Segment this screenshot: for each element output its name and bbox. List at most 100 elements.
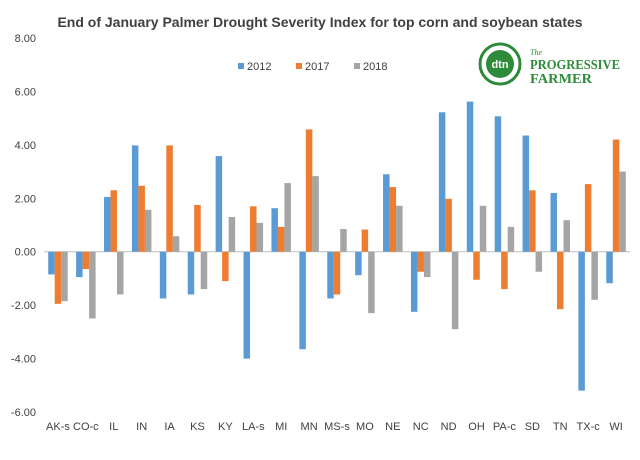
chart-title: End of January Palmer Drought Severity I…	[57, 14, 582, 30]
dtn-logo-mark: dtn	[491, 59, 508, 71]
legend-label: 2017	[305, 61, 329, 73]
bar-2017-KS	[194, 204, 201, 252]
bar-2018-AK-s	[61, 251, 68, 302]
bar-2017-MN	[305, 129, 313, 252]
bar-2017-SD	[529, 190, 536, 252]
bar-2018-IA	[172, 236, 180, 252]
bar-2017-NE	[389, 187, 397, 252]
bar-2018-LA-s	[256, 222, 264, 252]
x-tick-label: MN	[301, 421, 318, 433]
bar-2012-MN	[299, 251, 306, 350]
bar-2017-ND	[445, 198, 452, 252]
bar-2012-MI	[271, 208, 278, 252]
bar-2012-LA-s	[243, 251, 251, 359]
y-tick-label: -4.00	[11, 354, 36, 366]
x-tick-label: MS-s	[324, 421, 350, 433]
x-tick-label: ND	[441, 421, 457, 433]
y-tick-label: -6.00	[11, 407, 36, 419]
x-tick-label: CO-c	[73, 421, 99, 433]
bar-2012-TN	[550, 192, 557, 252]
bar-2012-MS-s	[327, 251, 334, 299]
bar-2017-OH	[473, 251, 480, 280]
bar-2012-MO	[355, 251, 362, 276]
x-tick-label: SD	[525, 421, 540, 433]
bar-2018-TX-c	[591, 251, 598, 300]
bar-2012-NC	[410, 251, 418, 312]
bar-2017-IL	[110, 190, 118, 252]
bar-2018-MI	[284, 183, 291, 252]
bar-2012-KY	[215, 156, 223, 252]
y-tick-label: 4.00	[15, 140, 36, 152]
bar-2017-NC	[417, 251, 424, 272]
bar-2018-IL	[117, 251, 124, 295]
bar-2017-MO	[361, 229, 369, 252]
bar-2018-WI	[619, 171, 626, 252]
bar-2012-WI	[606, 251, 613, 284]
x-tick-label: WI	[609, 421, 622, 433]
bar-2012-ND	[438, 112, 446, 252]
bar-2012-IA	[159, 251, 167, 299]
x-tick-label: NC	[413, 421, 429, 433]
bar-2012-SD	[522, 135, 530, 252]
x-tick-label: IN	[136, 421, 147, 433]
bar-2012-NE	[383, 174, 390, 252]
bar-2018-TN	[563, 220, 570, 252]
bar-2012-AK-s	[48, 251, 55, 275]
x-tick-label: PA-c	[493, 421, 517, 433]
x-tick-label: NE	[385, 421, 400, 433]
y-tick-label: 0.00	[15, 247, 36, 259]
bar-2017-IA	[166, 145, 173, 252]
bar-2017-AK-s	[54, 251, 62, 304]
bar-2018-KY	[228, 216, 236, 252]
bar-2018-KS	[200, 251, 208, 290]
axis-layer: -6.00 -4.00 -2.00 0.00 2.00 4.00 6.00 8.00 AK-s C…	[11, 33, 630, 433]
y-tick-label: 8.00	[15, 33, 36, 45]
bar-2018-MS-s	[340, 229, 347, 252]
bar-2012-CO-c	[76, 251, 83, 278]
bar-2018-NE	[396, 205, 403, 252]
bar-2017-TN	[556, 251, 564, 310]
bar-2012-PA-c	[494, 116, 502, 252]
y-tick-label: 6.00	[15, 86, 36, 98]
bar-2018-OH	[479, 205, 487, 252]
bar-2018-IN	[144, 209, 152, 252]
bar-2018-SD	[535, 251, 543, 272]
bar-2018-MO	[368, 251, 375, 314]
bar-2018-ND	[451, 251, 459, 330]
x-tick-label: OH	[468, 421, 485, 433]
logo-line2: PROGRESSIVE	[530, 58, 620, 73]
bar-2012-TX-c	[578, 251, 585, 391]
bar-2018-NC	[423, 251, 431, 278]
bar-2017-KY	[222, 251, 229, 282]
y-tick-label: -2.00	[11, 300, 36, 312]
x-tick-label: MO	[356, 421, 374, 433]
x-tick-label: KY	[218, 421, 233, 433]
bar-2012-OH	[466, 101, 474, 252]
bar-2012-KS	[187, 251, 195, 295]
x-tick-label: IL	[109, 421, 118, 433]
logo-line3: FARMER	[530, 72, 593, 87]
bar-2012-IN	[131, 145, 139, 252]
legend-swatch-2017	[296, 63, 302, 69]
bar-2017-MI	[277, 226, 285, 252]
bar-2017-TX-c	[584, 184, 592, 252]
x-tick-label: LA-s	[242, 421, 265, 433]
dtn-logo-icon: dtn	[478, 42, 522, 86]
logo-line1: The	[530, 48, 542, 57]
x-tick-label: MI	[275, 421, 287, 433]
bar-2017-MS-s	[333, 251, 341, 295]
x-tick-label: TX-c	[577, 421, 601, 433]
bar-2017-WI	[612, 139, 620, 252]
bar-2018-PA-c	[507, 226, 515, 252]
legend-label: 2018	[363, 61, 387, 73]
legend-label: 2012	[247, 61, 271, 73]
x-tick-label: AK-s	[46, 421, 70, 433]
bar-2012-IL	[104, 196, 111, 252]
legend-swatch-2018	[354, 63, 360, 69]
dtn-progressive-farmer-logo: dtn The PROGRESSIVE FARMER	[478, 42, 620, 87]
x-tick-label: TN	[553, 421, 568, 433]
bar-2017-PA-c	[501, 251, 508, 290]
x-tick-label: KS	[190, 421, 205, 433]
bar-2017-LA-s	[250, 206, 257, 252]
